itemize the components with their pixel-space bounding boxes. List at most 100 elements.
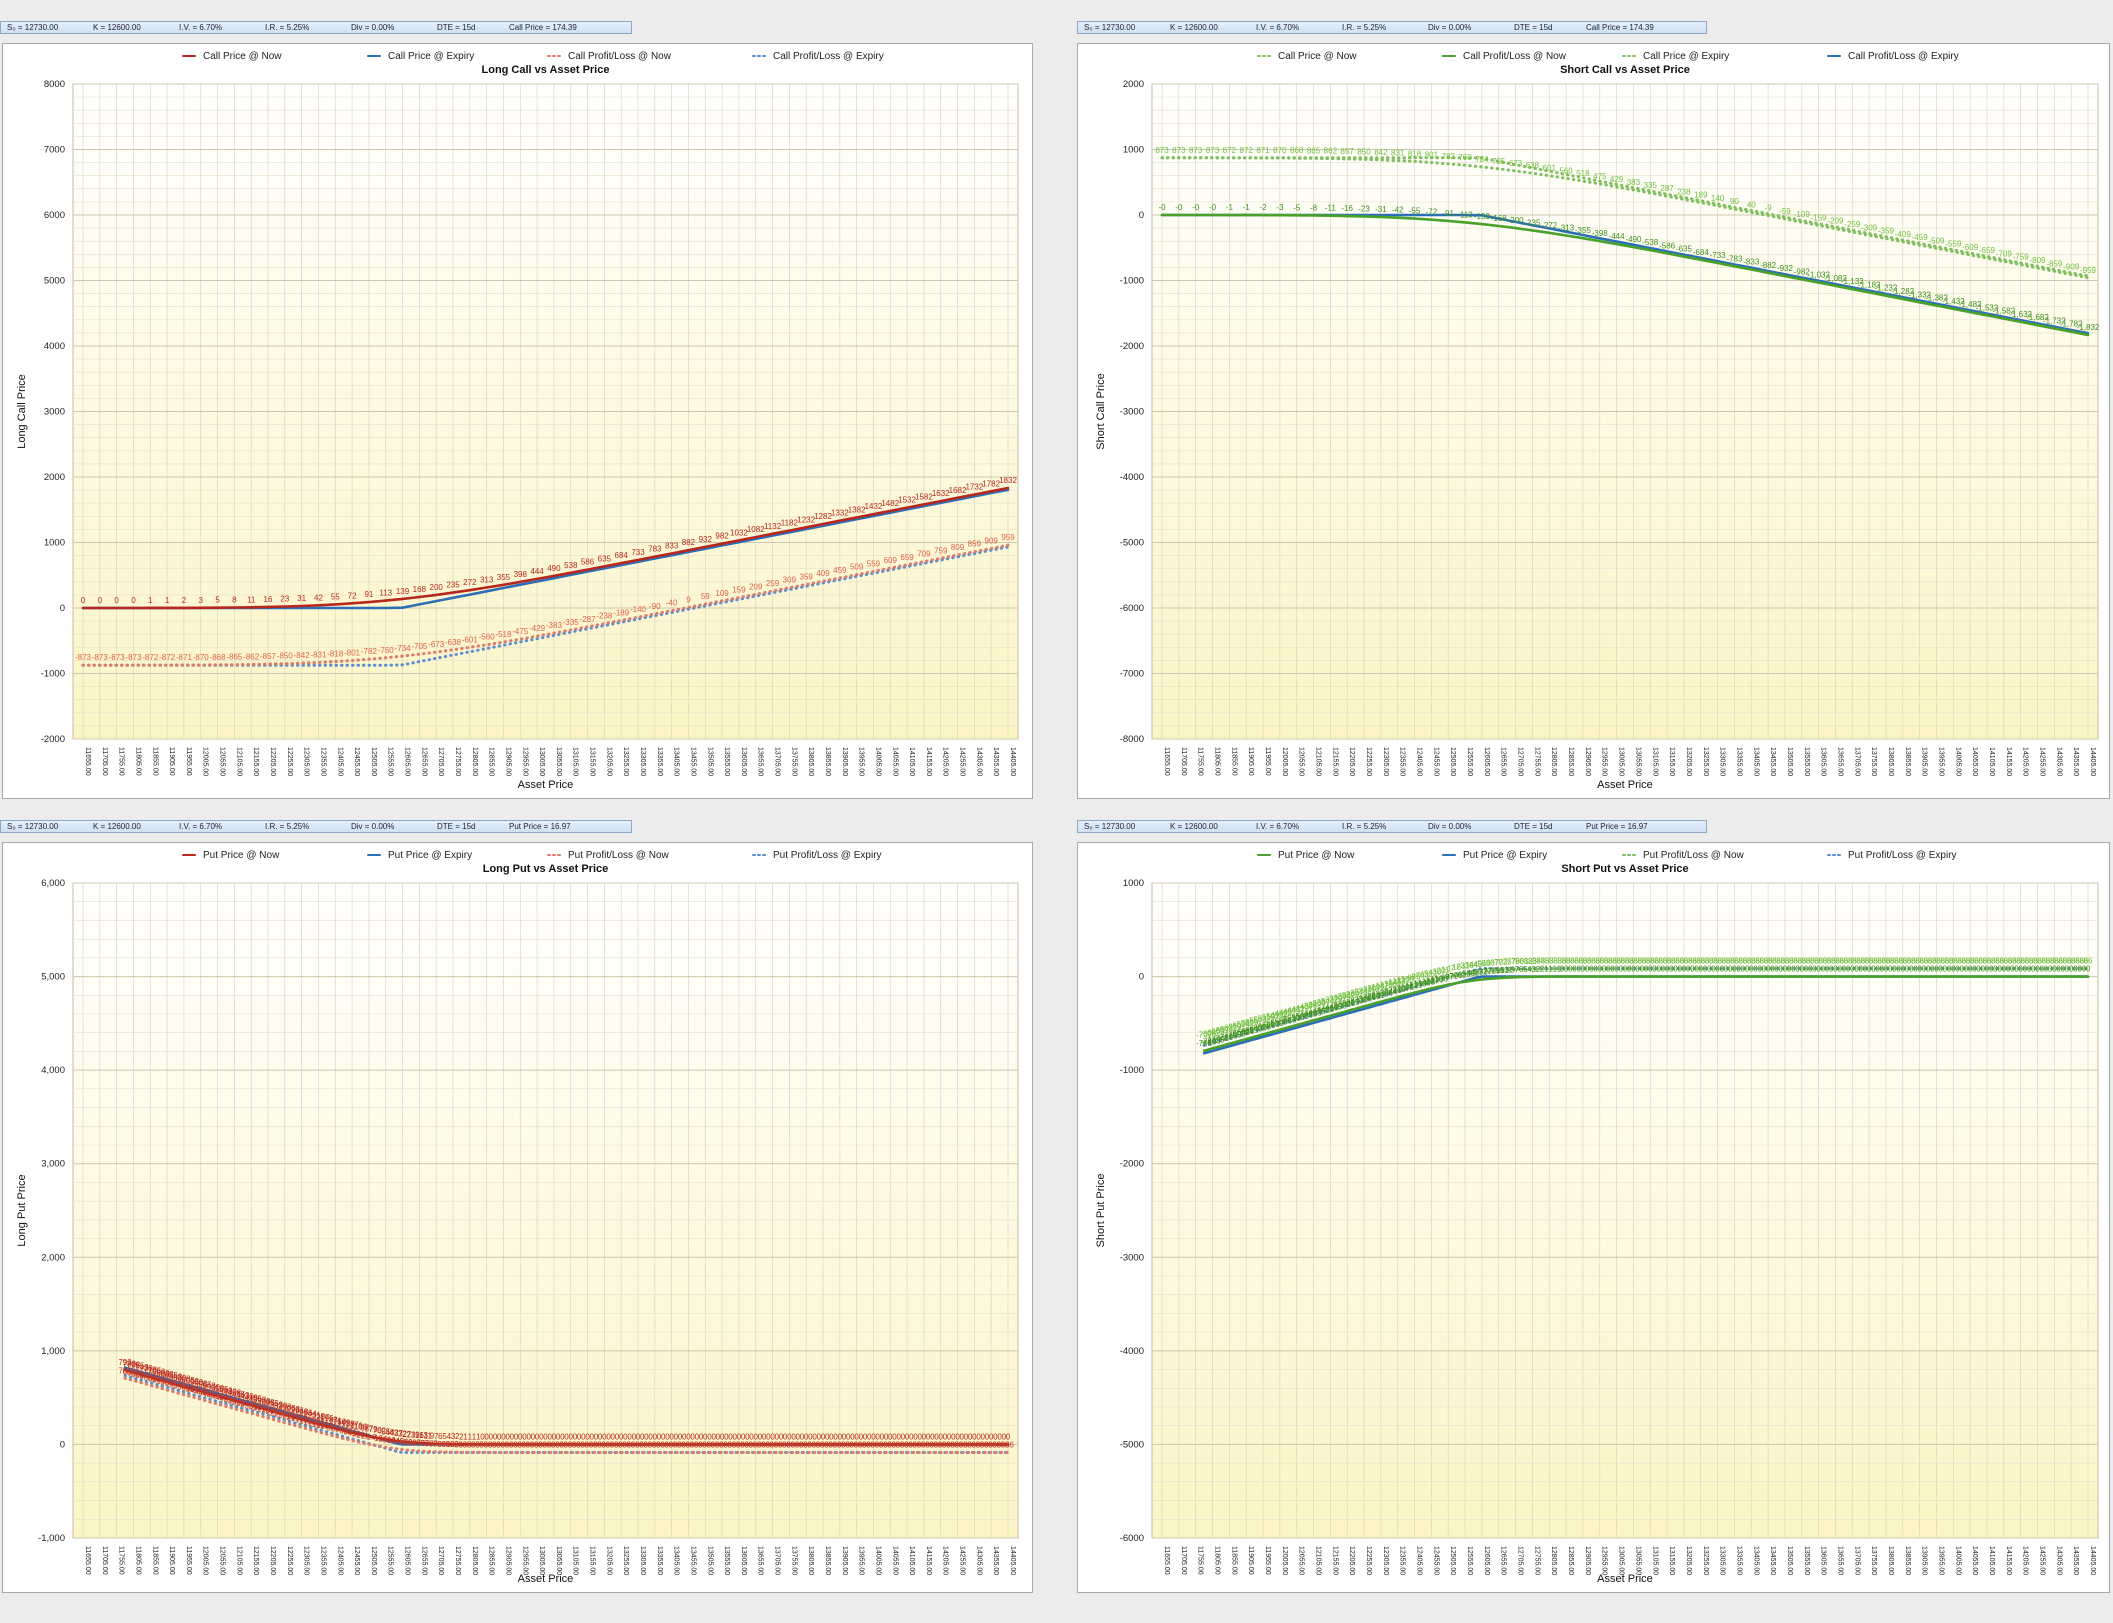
data-label: 86: [1574, 957, 1583, 966]
infobar-dte: DTE = 15d: [437, 822, 476, 831]
data-label: 109: [320, 1422, 334, 1431]
data-label: -11: [1502, 966, 1514, 975]
data-label: 0: [2035, 965, 2040, 974]
data-label: 86: [1629, 957, 1638, 966]
data-label: 0: [114, 596, 119, 605]
data-label: 0: [1614, 965, 1619, 974]
data-label: -52: [1421, 969, 1433, 978]
data-label: -84: [451, 1440, 463, 1449]
data-label: 0: [1770, 965, 1775, 974]
data-label: 86: [1823, 957, 1832, 966]
data-label: 882: [682, 538, 696, 547]
data-label: 693: [152, 1368, 166, 1377]
data-label: 505: [215, 1385, 229, 1394]
data-label: -86: [855, 1440, 867, 1449]
data-label: 86: [1663, 957, 1672, 966]
data-label: 780: [123, 1359, 137, 1368]
data-label: 85: [1541, 957, 1550, 966]
data-label: 0: [1602, 965, 1607, 974]
data-label: 730: [139, 1364, 153, 1373]
data-label: -7: [370, 1433, 378, 1442]
data-label: -543: [1280, 1015, 1297, 1024]
data-label: 86: [2012, 957, 2021, 966]
x-tick-label: 12405.00: [1416, 1546, 1423, 1575]
data-label: 5: [215, 596, 220, 605]
x-tick-label: 11805.00: [134, 747, 141, 776]
data-label: 673: [1509, 159, 1523, 168]
data-label: 86: [1726, 957, 1735, 966]
x-tick-label: 12705.00: [1517, 747, 1524, 776]
data-label: 86: [1797, 957, 1806, 966]
data-label: -269: [1343, 990, 1360, 999]
data-label: -86: [514, 1440, 526, 1449]
data-label: 86: [2041, 957, 2050, 966]
data-label: -55: [1459, 970, 1471, 979]
data-label: -31: [1375, 205, 1387, 214]
data-label: 86: [1932, 957, 1941, 966]
data-label: -760: [378, 646, 395, 655]
data-label: -743: [1213, 1034, 1230, 1043]
x-tick-label: 14305.00: [2055, 747, 2062, 776]
data-label: 6: [438, 1432, 443, 1441]
data-label: -86: [914, 1440, 926, 1449]
x-tick-label: 13805.00: [1887, 747, 1894, 776]
x-tick-label: 11705.00: [1180, 747, 1187, 776]
x-tick-label: 11905.00: [1247, 1546, 1254, 1575]
data-label: -86: [956, 1440, 968, 1449]
data-label: 0: [871, 1432, 876, 1441]
data-label: 480: [223, 1387, 237, 1396]
x-tick-label: 14355.00: [992, 1546, 999, 1575]
data-label: 568: [194, 1379, 208, 1388]
data-label: 0: [909, 1432, 914, 1441]
data-label: 77: [1507, 957, 1516, 966]
data-label: -582: [1238, 1019, 1255, 1028]
data-label: 159: [732, 586, 746, 595]
x-tick-label: 13605.00: [1820, 747, 1827, 776]
x-tick-label: 12505.00: [1449, 747, 1456, 776]
data-label: -493: [1297, 1011, 1314, 1020]
data-label: -5: [1520, 965, 1528, 974]
x-tick-label: 13255.00: [622, 1546, 629, 1575]
data-label: 86: [1583, 957, 1592, 966]
data-label: 52: [343, 1428, 352, 1437]
series-line-pl_now: [81, 543, 1010, 667]
data-label: 0: [825, 1432, 830, 1441]
x-tick-label: 13805.00: [807, 747, 814, 776]
data-label: 63: [1486, 959, 1495, 968]
x-tick-label: 11855.00: [1230, 1546, 1237, 1575]
x-tick-label: 13655.00: [1836, 747, 1843, 776]
data-label: 86: [1924, 957, 1933, 966]
data-label: -538: [1642, 238, 1659, 247]
y-tick-label: 1000: [1123, 145, 1144, 156]
data-label: 0: [846, 1432, 851, 1441]
data-label: -86: [977, 1440, 989, 1449]
data-label: 0: [838, 1432, 843, 1441]
data-label: -86: [981, 1440, 993, 1449]
data-label: 538: [564, 561, 578, 570]
data-label: 644: [139, 1372, 153, 1381]
data-label: 429: [1610, 175, 1624, 184]
data-label: 97: [327, 1423, 336, 1432]
data-label: 0: [1728, 965, 1733, 974]
y-tick-label: 4,000: [41, 1065, 65, 1076]
data-label: 86: [1810, 957, 1819, 966]
data-label: 0: [1648, 965, 1653, 974]
legend-label: Call Price @ Expiry: [388, 51, 474, 62]
data-label: 86: [1814, 957, 1823, 966]
data-label: -86: [960, 1440, 972, 1449]
data-label: 0: [2039, 965, 2044, 974]
x-tick-label: 14355.00: [2072, 1546, 2079, 1575]
data-label: 0: [1720, 965, 1725, 974]
data-label: 359: [800, 572, 814, 581]
data-label: 0: [1972, 965, 1977, 974]
data-label: 0: [2086, 965, 2091, 974]
data-label: -195: [1369, 983, 1386, 992]
x-tick-label: 13255.00: [1702, 747, 1709, 776]
data-label: 0: [1694, 965, 1699, 974]
x-tick-label: 13505.00: [1786, 747, 1793, 776]
data-label: -63: [405, 1438, 417, 1447]
data-label: 709: [917, 550, 931, 559]
y-tick-label: -1000: [1120, 1065, 1144, 1076]
x-tick-label: 13755.00: [1870, 747, 1877, 776]
data-label: 430: [240, 1392, 254, 1401]
